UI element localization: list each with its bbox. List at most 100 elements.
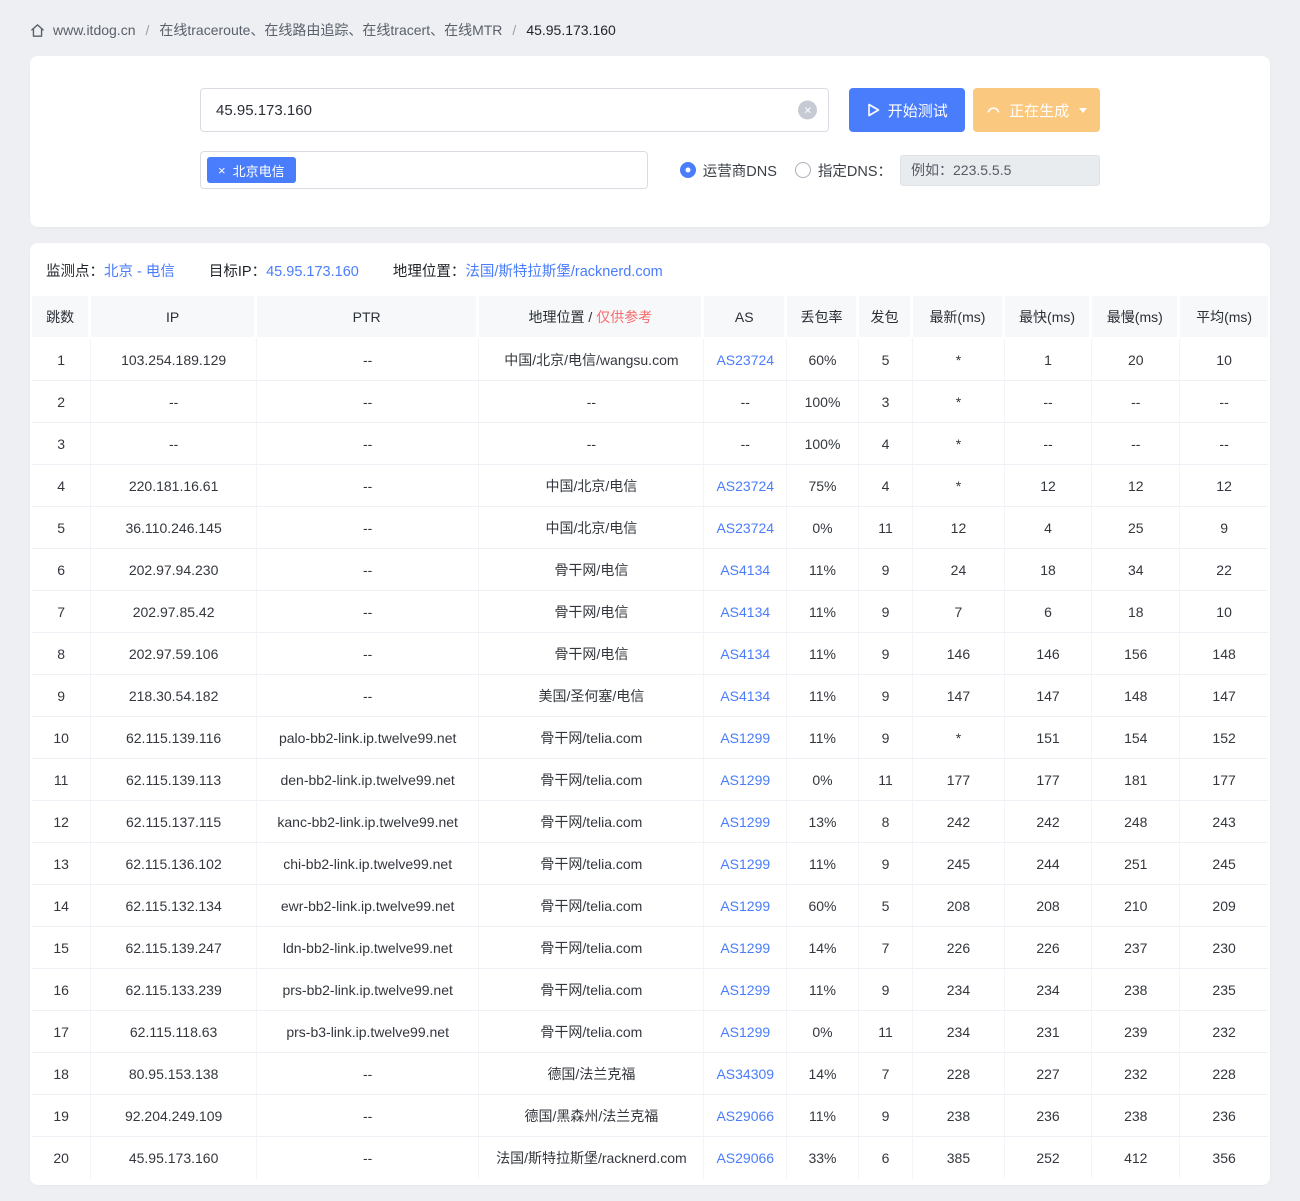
table-row: 4 220.181.16.61 -- 中国/北京/电信 AS23724 75% 4 * 12 12… [32, 465, 1268, 507]
custom-dns-input[interactable] [900, 154, 1100, 186]
cell-loss: 11% [787, 1095, 859, 1137]
cell-fastest: 234 [1004, 969, 1093, 1011]
loading-spinner-icon [986, 103, 1001, 118]
cell-latest: 245 [913, 843, 1005, 885]
cell-ptr: -- [256, 465, 480, 507]
location-label: 地理位置： [392, 264, 466, 280]
cell-loss: 100% [787, 381, 859, 423]
cell-sent: 9 [858, 549, 914, 591]
cell-as: AS1299 [704, 885, 788, 927]
cell-ip: 45.95.173.160 [91, 1137, 257, 1179]
col-header-fastest: 最快(ms) [1004, 296, 1093, 339]
clear-input-icon[interactable]: × [798, 100, 818, 120]
cell-geo: 中国/北京/电信 [479, 507, 705, 549]
as-link[interactable]: AS23724 [716, 519, 775, 536]
as-link[interactable]: AS1299 [720, 939, 771, 956]
cell-ip: 202.97.94.230 [91, 549, 257, 591]
cell-latest: 24 [913, 549, 1005, 591]
node-tag-box[interactable]: × 北京电信 [200, 151, 648, 189]
cell-ptr: -- [256, 1137, 480, 1179]
cell-slowest: 238 [1092, 1095, 1181, 1137]
cell-ip: 220.181.16.61 [91, 465, 257, 507]
cell-sent: 9 [858, 969, 914, 1011]
tag-close-icon[interactable]: × [218, 162, 226, 178]
as-link[interactable]: AS1299 [720, 813, 771, 830]
cell-geo: -- [479, 423, 705, 465]
table-row: 2 -- -- -- -- 100% 3 * -- -- -- [32, 381, 1268, 423]
cell-ip: 202.97.85.42 [91, 591, 257, 633]
cell-slowest: 412 [1092, 1137, 1181, 1179]
target-ip-value[interactable]: 45.95.173.160 [266, 264, 359, 280]
cell-latest: 146 [913, 633, 1005, 675]
cell-latest: 226 [913, 927, 1005, 969]
cell-avg: 177 [1180, 759, 1268, 801]
as-link[interactable]: AS4134 [720, 603, 771, 620]
cell-geo: 中国/北京/电信/wangsu.com [479, 339, 705, 381]
generating-button[interactable]: 正在生成 [973, 88, 1100, 132]
cell-geo: 德国/黑森州/法兰克福 [479, 1095, 705, 1137]
cell-avg: 235 [1180, 969, 1268, 1011]
cell-avg: 232 [1180, 1011, 1268, 1053]
cell-ip: 62.115.137.115 [91, 801, 257, 843]
table-body: 1 103.254.189.129 -- 中国/北京/电信/wangsu.com AS2… [32, 339, 1268, 1179]
target-input[interactable] [200, 88, 830, 132]
custom-dns-radio[interactable]: 指定DNS： [794, 160, 892, 181]
as-link[interactable]: AS1299 [720, 981, 771, 998]
as-link[interactable]: AS1299 [720, 897, 771, 914]
cell-ptr: ldn-bb2-link.ip.twelve99.net [256, 927, 480, 969]
cell-ip: 218.30.54.182 [91, 675, 257, 717]
cell-fastest: 177 [1004, 759, 1093, 801]
cell-ptr: -- [256, 381, 480, 423]
location-value[interactable]: 法国/斯特拉斯堡/racknerd.com [465, 264, 663, 280]
as-link[interactable]: AS4134 [720, 645, 771, 662]
as-link[interactable]: AS1299 [720, 855, 771, 872]
cell-as: AS1299 [704, 969, 788, 1011]
cell-as: AS1299 [704, 717, 788, 759]
cell-loss: 75% [787, 465, 859, 507]
cell-as: AS4134 [704, 675, 788, 717]
node-tag: × 北京电信 [207, 157, 296, 183]
as-link[interactable]: AS4134 [720, 561, 771, 578]
as-link[interactable]: AS4134 [720, 687, 771, 704]
breadcrumb-section[interactable]: 在线traceroute、在线路由追踪、在线tracert、在线MTR [159, 22, 503, 38]
as-link[interactable]: AS23724 [716, 477, 775, 494]
dns-options: 运营商DNS 指定DNS： [679, 154, 1100, 186]
cell-latest: 234 [913, 1011, 1005, 1053]
cell-ptr: -- [256, 591, 480, 633]
cell-ptr: -- [256, 675, 480, 717]
cell-latest: 208 [913, 885, 1005, 927]
cell-sent: 11 [858, 759, 914, 801]
as-link[interactable]: AS29066 [716, 1107, 775, 1124]
as-link[interactable]: AS1299 [720, 1023, 771, 1040]
cell-loss: 11% [787, 843, 859, 885]
cell-avg: 147 [1180, 675, 1268, 717]
breadcrumb-site[interactable]: www.itdog.cn [53, 22, 136, 38]
table-row: 11 62.115.139.113 den-bb2-link.ip.twelve99… [32, 759, 1268, 801]
cell-sent: 9 [858, 591, 914, 633]
cell-loss: 11% [787, 717, 859, 759]
cell-geo: 德国/法兰克福 [479, 1053, 705, 1095]
cell-slowest: 237 [1092, 927, 1181, 969]
table-row: 13 62.115.136.102 chi-bb2-link.ip.twelve99… [32, 843, 1268, 885]
cell-avg: 243 [1180, 801, 1268, 843]
as-link[interactable]: AS1299 [720, 771, 771, 788]
cell-hop: 14 [32, 885, 92, 927]
as-link[interactable]: AS34309 [716, 1065, 775, 1082]
cell-sent: 11 [858, 507, 914, 549]
as-link[interactable]: AS23724 [716, 351, 775, 368]
as-link[interactable]: AS29066 [716, 1150, 775, 1166]
cell-loss: 0% [787, 1011, 859, 1053]
cell-as: AS23724 [704, 465, 788, 507]
cell-hop: 4 [32, 465, 92, 507]
geo-reference-note: 仅供参考 [596, 308, 653, 325]
isp-dns-radio[interactable]: 运营商DNS [679, 160, 777, 181]
table-row: 19 92.204.249.109 -- 德国/黑森州/法兰克福 AS29066 11% 9… [32, 1095, 1268, 1137]
radio-checked-icon [679, 162, 696, 178]
node-value[interactable]: 北京 - 电信 [104, 264, 175, 280]
start-test-button[interactable]: 开始测试 [849, 88, 966, 132]
cell-loss: 33% [787, 1137, 859, 1179]
node-label: 监测点： [46, 264, 104, 280]
cell-latest: 242 [913, 801, 1005, 843]
as-link[interactable]: AS1299 [720, 729, 771, 746]
cell-fastest: 226 [1004, 927, 1093, 969]
